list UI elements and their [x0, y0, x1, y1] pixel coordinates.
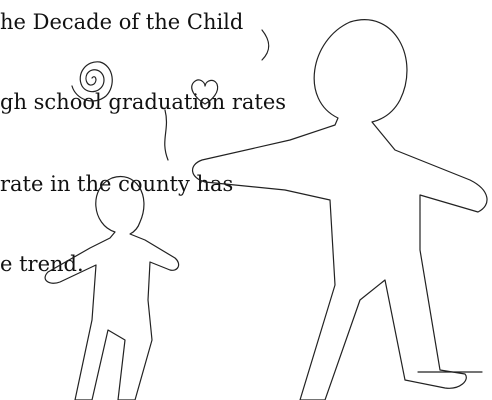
large-figure [193, 20, 487, 400]
small-figure [45, 176, 179, 400]
squiggle [165, 110, 168, 160]
spiral [72, 62, 112, 101]
doodles [0, 0, 492, 400]
scanned-page: he Decade of the Child gh school graduat… [0, 0, 492, 400]
heart [192, 80, 218, 104]
squiggle [262, 30, 269, 60]
